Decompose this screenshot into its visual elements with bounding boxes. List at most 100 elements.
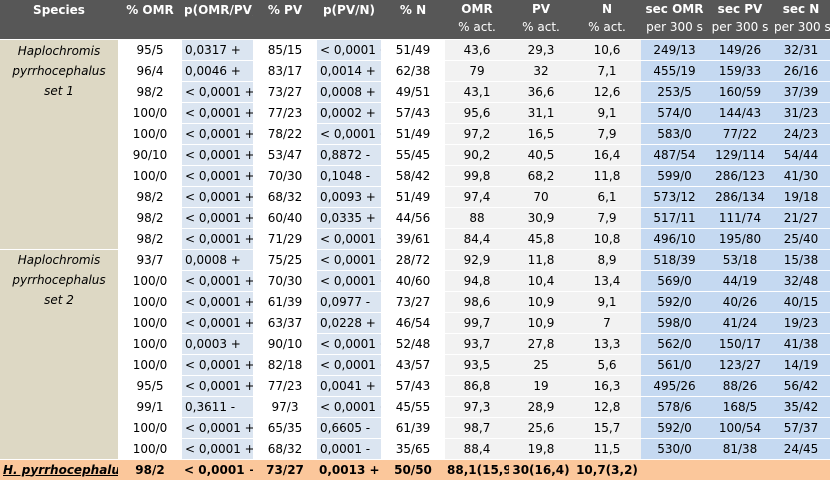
table-cell: 100/0	[118, 165, 182, 187]
table-cell: 98/2	[118, 186, 182, 208]
table-cell: 0,0014 +	[317, 60, 381, 82]
table-cell: 40/60	[381, 270, 445, 292]
table-cell: 0,0041 +	[317, 375, 381, 397]
table-cell: 61/39	[381, 417, 445, 439]
species-label-line: pyrrhocephalus	[12, 64, 106, 78]
table-cell: < 0,0001 +	[182, 438, 253, 460]
summary-cell: 10,7(3,2)	[573, 459, 641, 481]
table-cell: 19	[509, 375, 573, 397]
table-cell: < 0,0001 +	[182, 144, 253, 166]
table-cell: 31/23	[772, 102, 830, 124]
table-cell: 81/38	[708, 438, 772, 460]
summary-cell: < 0,0001 +	[182, 459, 253, 481]
table-cell: 599/0	[641, 165, 708, 187]
table-cell: 75/25	[253, 249, 317, 271]
table-cell: 24/23	[772, 123, 830, 145]
table-cell: 98,6	[445, 291, 509, 313]
column-header: sec N per 300 s	[772, 0, 830, 40]
table-cell: 95/5	[118, 375, 182, 397]
table-cell: 97/3	[253, 396, 317, 418]
table-cell: 40/15	[772, 291, 830, 313]
table-cell: 518/39	[641, 249, 708, 271]
table-cell: 51/49	[381, 39, 445, 61]
table-cell: 6,1	[573, 186, 641, 208]
table-cell: 97,2	[445, 123, 509, 145]
table-cell: 16,3	[573, 375, 641, 397]
table-cell: 253/5	[641, 81, 708, 103]
table-cell: 0,0002 +	[317, 102, 381, 124]
table-cell: 7,9	[573, 207, 641, 229]
table-cell: 73/27	[381, 291, 445, 313]
table-cell: 530/0	[641, 438, 708, 460]
table-cell: 7,9	[573, 123, 641, 145]
table-cell: 11,8	[509, 249, 573, 271]
column-header-label: sec N	[782, 2, 820, 16]
species-label-line: Haplochromis	[17, 44, 101, 58]
table-cell: 25,6	[509, 417, 573, 439]
table-cell: 98/2	[118, 81, 182, 103]
summary-cell: 98/2	[118, 459, 182, 481]
table-cell: 77/23	[253, 102, 317, 124]
table-cell: < 0,0001 +	[317, 123, 381, 145]
table-cell: 43,6	[445, 39, 509, 61]
table-cell: 71/29	[253, 228, 317, 250]
table-cell: 70	[509, 186, 573, 208]
table-cell: 11,8	[573, 165, 641, 187]
column-header: OMR % act.	[445, 0, 509, 40]
table-cell: 0,0228 +	[317, 312, 381, 334]
table-cell: 27,8	[509, 333, 573, 355]
table-cell: 93,7	[445, 333, 509, 355]
table-cell: 24/45	[772, 438, 830, 460]
column-header-label: p(PV/N)	[322, 3, 376, 17]
table-cell: 44/56	[381, 207, 445, 229]
column-header: % N	[381, 0, 445, 40]
table-cell: 99,8	[445, 165, 509, 187]
table-cell: 93,5	[445, 354, 509, 376]
table-cell: 129/114	[708, 144, 772, 166]
table-cell: < 0,0001 +	[182, 417, 253, 439]
table-row: 95/5 < 0,0001 +77/23 0,0041 +57/43 86,8 19 16…	[0, 375, 830, 397]
table-cell: < 0,0001 +	[182, 207, 253, 229]
table-cell: < 0,0001 +	[317, 249, 381, 271]
table-cell: 51/49	[381, 186, 445, 208]
table-body: Haplochromis pyrrhocephalus set 1 95/5 0,031…	[0, 39, 830, 481]
table-cell: 49/51	[381, 81, 445, 103]
table-cell: < 0,0001 +	[182, 165, 253, 187]
table-cell: 39/61	[381, 228, 445, 250]
table-cell: 68/32	[253, 186, 317, 208]
table-cell: 10,9	[509, 312, 573, 334]
column-header-sublabel: % act.	[588, 20, 626, 34]
table-cell: 56/42	[772, 375, 830, 397]
table-cell: 60/40	[253, 207, 317, 229]
table-cell: 70/30	[253, 270, 317, 292]
table-cell: 11,5	[573, 438, 641, 460]
table-cell: 592/0	[641, 291, 708, 313]
table-cell: < 0,0001 +	[317, 333, 381, 355]
table-cell: 149/26	[708, 39, 772, 61]
table-cell: 41/24	[708, 312, 772, 334]
table-cell: 93/7	[118, 249, 182, 271]
table-cell: 82/18	[253, 354, 317, 376]
table-cell: 5,6	[573, 354, 641, 376]
table-cell: 19/18	[772, 186, 830, 208]
species-label-line: set 2	[44, 293, 74, 307]
table-cell: < 0,0001 +	[182, 291, 253, 313]
table-cell: 7	[573, 312, 641, 334]
table-cell: 16,4	[573, 144, 641, 166]
table-cell: 0,0977 -	[317, 291, 381, 313]
table-cell: 100/0	[118, 123, 182, 145]
table-cell: 25/40	[772, 228, 830, 250]
table-cell: 496/10	[641, 228, 708, 250]
table-row: 100/0< 0,0001 +70/30< 0,0001 +40/6094,81…	[0, 270, 830, 292]
column-header-label: OMR	[461, 2, 493, 16]
table-cell: 100/54	[708, 417, 772, 439]
column-header-sublabel: per 300 s	[774, 20, 830, 34]
table-cell: 41/38	[772, 333, 830, 355]
table-cell: 100/0	[118, 102, 182, 124]
table-cell: 16,5	[509, 123, 573, 145]
table-cell: < 0,0001 +	[182, 312, 253, 334]
table-row: 100/0 < 0,0001 +65/35 0,6605 -61/39 98,7 25,…	[0, 417, 830, 439]
table-cell: 90/10	[253, 333, 317, 355]
table-cell: 160/59	[708, 81, 772, 103]
